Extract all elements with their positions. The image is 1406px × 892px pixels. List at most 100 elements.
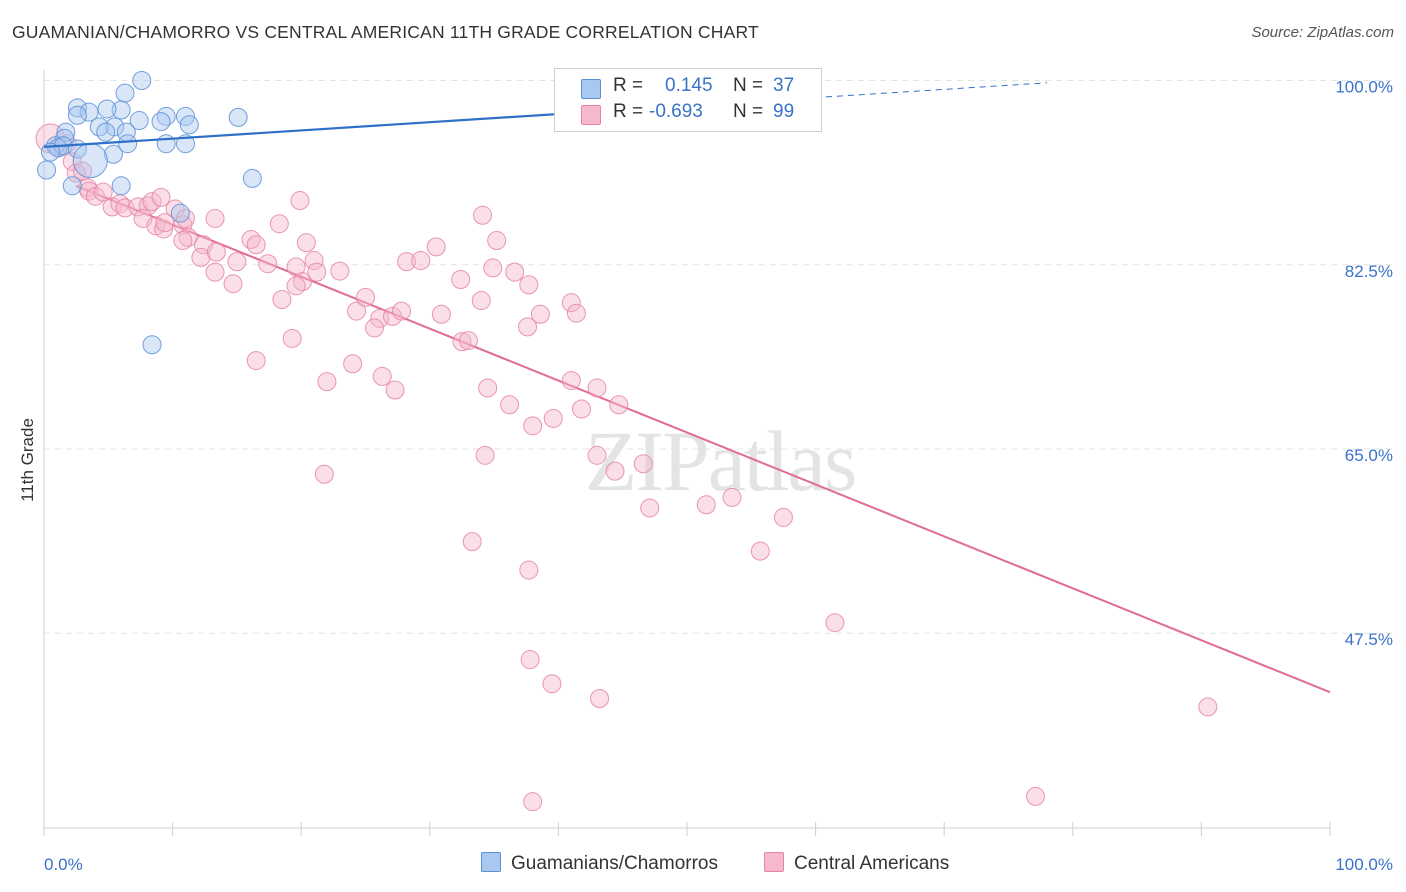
point-central-americans [523, 792, 543, 812]
point-central-americans [825, 613, 845, 633]
point-guamanians [67, 98, 87, 118]
point-central-americans [206, 242, 226, 262]
point-guamanians [79, 102, 99, 122]
point-central-americans [372, 366, 392, 386]
point-central-americans [587, 445, 607, 465]
point-central-americans [343, 354, 363, 374]
point-central-americans [561, 293, 581, 313]
point-central-americans [773, 507, 793, 527]
point-guamanians [151, 112, 171, 132]
r-label: R = [613, 75, 644, 96]
point-central-americans [151, 187, 171, 207]
point-central-americans [383, 306, 403, 326]
point-central-americans [258, 254, 278, 274]
point-central-americans [385, 380, 405, 400]
point-central-americans [142, 192, 162, 212]
point-central-americans [365, 318, 385, 338]
point-guamanians [103, 144, 123, 164]
series-label-pink: Central Americans [794, 853, 950, 874]
chart-title: GUAMANIAN/CHAMORRO VS CENTRAL AMERICAN 1… [12, 22, 759, 42]
point-central-americans [223, 274, 243, 294]
r-value-blue: 0.145 [665, 75, 713, 96]
point-central-americans [543, 408, 563, 428]
point-guamanians [156, 106, 176, 126]
point-central-americans [304, 251, 324, 271]
point-central-americans [155, 213, 175, 233]
blue-legend-swatch [481, 852, 501, 872]
correlation-legend: R = 0.145 N = 37 R = -0.693 N = 99 [554, 68, 822, 132]
y-tick-label: 82.5% [1345, 262, 1393, 281]
y-tick-label: 47.5% [1345, 630, 1393, 649]
point-central-americans [609, 395, 629, 415]
point-central-americans [173, 231, 193, 251]
bottom-legend-blue: Guamanians/Chamorros [481, 852, 718, 875]
point-guamanians [111, 176, 131, 196]
point-central-americans [587, 378, 607, 398]
point-guamanians [132, 71, 152, 91]
point-central-americans [356, 287, 375, 307]
point-central-americans [205, 208, 225, 228]
y-axis-label: 11th Grade [18, 418, 37, 502]
point-guamanians [97, 99, 117, 119]
point-guamanians [118, 134, 138, 154]
point-central-americans [458, 331, 478, 351]
point-guamanians [179, 115, 199, 135]
r-value-pink: -0.693 [649, 101, 703, 122]
point-central-americans [451, 270, 471, 290]
point-central-americans [426, 237, 446, 257]
point-central-americans [523, 416, 543, 436]
point-central-americans [175, 208, 195, 228]
point-central-americans [286, 276, 306, 296]
point-central-americans [128, 197, 148, 217]
point-guamanians [228, 107, 248, 127]
point-guamanians [111, 100, 131, 120]
point-guamanians [170, 203, 190, 223]
point-central-americans [605, 461, 625, 481]
point-central-americans [93, 182, 113, 202]
point-central-americans [722, 487, 742, 507]
point-central-americans [471, 291, 491, 311]
legend-row-pink: R = -0.693 N = 99 [555, 101, 821, 127]
point-central-americans [282, 328, 302, 348]
point-central-americans [640, 498, 660, 518]
point-central-americans [392, 301, 412, 321]
point-guamanians [142, 335, 162, 355]
source-label: Source: ZipAtlas.com [1251, 24, 1394, 41]
point-central-americans [478, 378, 498, 398]
point-central-americans [530, 304, 550, 324]
r-label: R = [613, 101, 644, 122]
point-central-americans [411, 251, 431, 271]
point-central-americans [178, 227, 198, 247]
point-central-americans [561, 371, 581, 391]
point-guamanians [89, 117, 109, 137]
point-central-americans [346, 301, 366, 321]
point-central-americans [431, 304, 451, 324]
point-central-americans [519, 275, 539, 295]
point-guamanians [72, 142, 108, 179]
point-central-americans [520, 650, 540, 670]
point-guamanians [242, 168, 262, 188]
point-central-americans [500, 395, 520, 415]
point-central-americans [330, 261, 350, 281]
point-central-americans [542, 674, 562, 694]
point-central-americans [205, 262, 225, 282]
point-central-americans [227, 252, 247, 272]
pink-legend-swatch [764, 852, 784, 872]
point-guamanians [105, 117, 125, 137]
y-tick-label: 65.0% [1345, 446, 1393, 465]
blue-swatch [581, 79, 601, 99]
point-central-americans [307, 262, 327, 282]
point-central-americans [633, 454, 653, 474]
trend-line-central-americans [75, 184, 1331, 694]
point-central-americans [696, 495, 716, 515]
point-central-americans [397, 252, 417, 272]
point-central-americans [505, 262, 525, 282]
y-tick-label: 100.0% [1335, 78, 1393, 97]
watermark: ZIPatlas [585, 413, 856, 509]
point-central-americans [1198, 697, 1218, 717]
point-central-americans [518, 317, 538, 337]
n-label: N = [733, 75, 764, 96]
x-tick-label: 100.0% [1335, 855, 1393, 874]
point-central-americans [590, 689, 610, 709]
